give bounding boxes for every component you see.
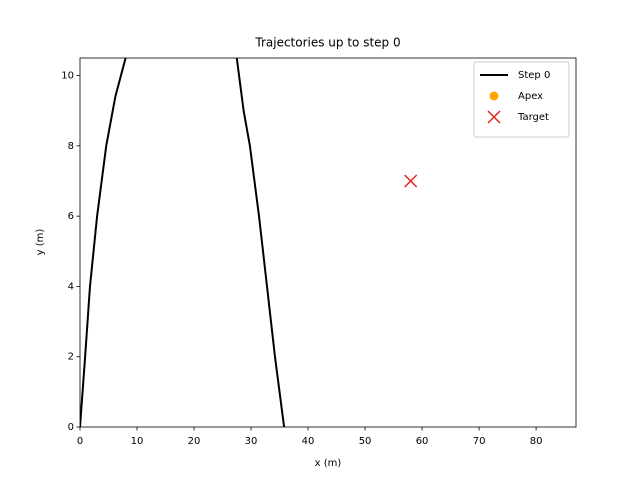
x-tick-label: 40	[302, 436, 315, 447]
legend-label: Target	[517, 112, 549, 123]
x-tick-label: 50	[359, 436, 372, 447]
legend-box	[473, 61, 570, 138]
y-axis-label: y (m)	[35, 229, 46, 256]
x-tick-label: 10	[131, 436, 144, 447]
legend-cross	[487, 110, 501, 124]
y-tick-label: 4	[68, 281, 74, 292]
x-axis-label: x (m)	[315, 458, 342, 469]
legend: Step 0 Apex Target	[473, 61, 570, 138]
y-tick-label: 8	[68, 141, 74, 152]
y-tick-label: 2	[68, 352, 74, 363]
legend-dot	[489, 91, 499, 101]
plot-area	[80, 58, 418, 427]
x-tick-label: 80	[530, 436, 543, 447]
y-tick-label: 0	[68, 422, 74, 433]
x-tick-label: 70	[473, 436, 486, 447]
legend-label: Step 0	[518, 70, 550, 81]
axes-frame	[79, 57, 577, 428]
y-tick-label: 10	[61, 71, 74, 82]
target-marker	[404, 174, 418, 188]
legend-label: Apex	[518, 91, 543, 102]
x-tick-label: 30	[245, 436, 258, 447]
x-tick-label: 0	[77, 436, 83, 447]
trajectory-line	[80, 58, 286, 427]
chart-title: Trajectories up to step 0	[254, 36, 400, 50]
x-tick-label: 60	[416, 436, 429, 447]
x-tick-label: 20	[188, 436, 201, 447]
y-tick-label: 6	[68, 211, 74, 222]
